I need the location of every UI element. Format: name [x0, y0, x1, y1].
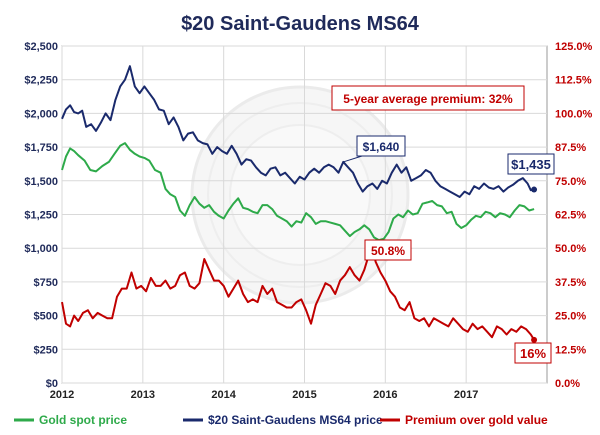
right-tick-label: 50.0%	[555, 243, 586, 255]
series-group	[61, 65, 535, 341]
annotation-1435-box	[507, 153, 555, 175]
left-axis: $0 $250 $500 $750 $1,000 $1,250 $1,500 $1,750 $2…	[24, 41, 58, 390]
left-tick-label: $1,000	[24, 243, 58, 255]
right-tick-label: 12.5%	[555, 344, 586, 356]
annotation-16-marker	[531, 336, 538, 343]
x-tick-label: 2012	[50, 389, 74, 401]
annotation-1640: $1,640	[363, 140, 400, 154]
right-tick-label: 100.0%	[555, 108, 593, 120]
legend-gold-spot-label: Gold spot price	[39, 413, 127, 427]
annotation-16: 16%	[520, 346, 546, 361]
annotation-50-8-box	[364, 239, 412, 261]
left-tick-label: $1,250	[24, 210, 58, 222]
annotation-average-premium: 5-year average premium: 32%	[343, 92, 513, 106]
annotation-50-8: 50.8%	[371, 244, 405, 258]
series-saint-gaudens-line	[61, 65, 535, 198]
legend-premium-label: Premium over gold value	[405, 413, 548, 427]
x-tick-label: 2016	[373, 389, 397, 401]
x-axis: 2012 2013 2014 2015 2016 2017	[50, 389, 479, 401]
left-tick-label: $2,500	[24, 41, 58, 53]
annotation-average-premium-box	[331, 85, 525, 111]
series-premium-line	[61, 244, 535, 341]
right-tick-label: 112.5%	[555, 75, 592, 87]
annotation-1435-marker	[531, 186, 538, 193]
x-tick-label: 2014	[211, 389, 236, 401]
annotation-1640-leader	[343, 155, 363, 163]
right-tick-label: 25.0%	[555, 311, 586, 323]
annotation-1640-box	[356, 135, 406, 157]
left-tick-label: $0	[46, 378, 58, 390]
left-tick-label: $750	[34, 277, 58, 289]
x-tick-label: 2013	[131, 389, 155, 401]
series-gold-spot-line	[61, 142, 535, 242]
right-tick-label: 75.0%	[555, 176, 586, 188]
legend-saint-gaudens-label: $20 Saint-Gaudens MS64 price	[208, 413, 383, 427]
watermark-coin	[190, 85, 410, 305]
right-tick-label: 62.5%	[555, 210, 586, 222]
annotation-16-box	[514, 342, 552, 364]
right-tick-label: 125.0%	[555, 41, 593, 53]
x-tick-label: 2017	[454, 389, 478, 401]
left-tick-label: $500	[34, 311, 58, 323]
chart-title: $20 Saint-Gaudens MS64	[181, 13, 420, 35]
left-tick-label: $1,500	[24, 176, 58, 188]
x-tick-label: 2015	[292, 389, 316, 401]
left-tick-label: $250	[34, 344, 58, 356]
right-axis: 0.0% 12.5% 25.0% 37.5% 50.0% 62.5% 75.0% 87.5% 1…	[555, 41, 593, 390]
left-tick-label: $2,000	[24, 108, 58, 120]
left-tick-label: $1,750	[24, 142, 58, 154]
left-tick-label: $2,250	[24, 75, 58, 87]
legend: Gold spot price $20 Saint-Gaudens MS64 pr…	[14, 413, 548, 427]
right-tick-label: 37.5%	[555, 277, 586, 289]
annotations: $1,640 $1,435 50.8% 16% 5-year average premi…	[331, 85, 555, 364]
annotation-1435: $1,435	[511, 157, 551, 172]
right-tick-label: 0.0%	[555, 378, 580, 390]
right-tick-label: 87.5%	[555, 142, 586, 154]
